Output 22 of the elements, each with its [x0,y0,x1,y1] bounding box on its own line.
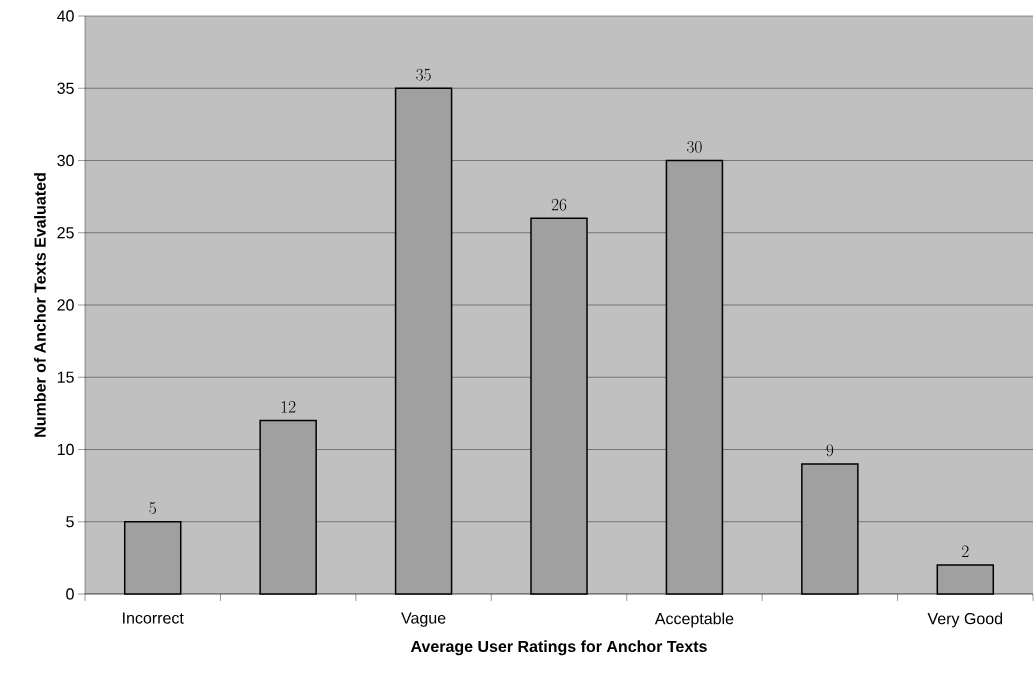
x-tick-label: Vague [401,612,446,627]
y-tick-label: 15 [57,371,74,383]
y-tick-label: 30 [57,154,74,167]
data-label: 30 [687,141,702,153]
data-label: 35 [416,68,431,81]
data-label: 12 [281,401,296,413]
y-tick-label: 40 [57,10,74,22]
x-tick-label: Acceptable [654,612,734,628]
data-label: 2 [962,545,969,558]
y-tick-label: 10 [57,443,74,456]
data-label: 9 [826,444,834,457]
y-tick-label: 25 [57,227,74,239]
y-tick-label: 0 [66,588,74,600]
y-tick-label: 35 [57,82,74,94]
x-axis-title: Average User Ratings for Anchor Texts [410,640,707,656]
y-tick-label: 5 [66,516,74,528]
data-label: 26 [551,198,567,211]
data-label: 5 [149,502,156,514]
x-tick-label: Very Good [927,612,1003,628]
y-axis-title: Number of Anchor Texts Evaluated [34,173,46,437]
x-tick-label: Incorrect [123,612,184,624]
y-tick-label: 20 [57,299,74,311]
